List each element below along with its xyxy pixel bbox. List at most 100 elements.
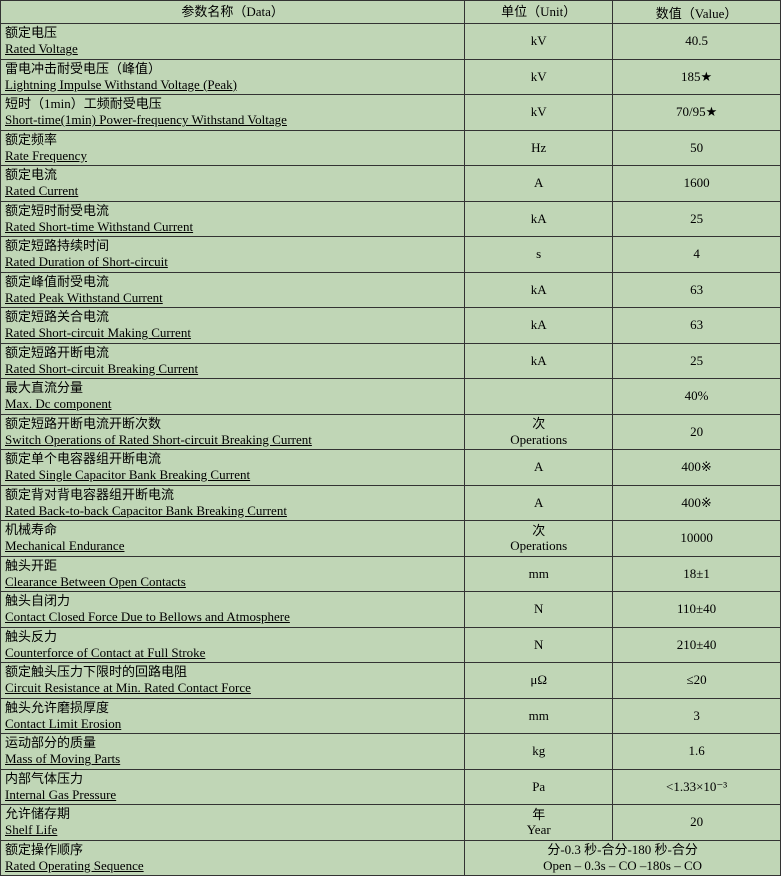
value-cell: 40%: [613, 379, 781, 415]
unit-cell: kg: [465, 734, 613, 770]
unit-cell: N: [465, 592, 613, 628]
param-cell: 额定短时耐受电流Rated Short-time Withstand Curre…: [1, 201, 465, 237]
value-cell: 25: [613, 343, 781, 379]
table-row: 短时（1min）工频耐受电压Short-time(1min) Power-fre…: [1, 95, 781, 131]
value-cell: 20: [613, 414, 781, 450]
unit-cell: [465, 379, 613, 415]
param-cell: 短时（1min）工频耐受电压Short-time(1min) Power-fre…: [1, 95, 465, 131]
value-cell: 110±40: [613, 592, 781, 628]
table-row: 额定短路持续时间Rated Duration of Short-circuits…: [1, 237, 781, 273]
param-cell: 额定短路开断电流开断次数Switch Operations of Rated S…: [1, 414, 465, 450]
value-cell: ≤20: [613, 663, 781, 699]
value-cell: 25: [613, 201, 781, 237]
unit-cell: μΩ: [465, 663, 613, 699]
unit-cell: kV: [465, 24, 613, 60]
value-cell: <1.33×10⁻³: [613, 769, 781, 805]
unit-cell: kA: [465, 272, 613, 308]
param-cn: 触头反力: [5, 629, 460, 645]
param-cell: 内部气体压力Internal Gas Pressure: [1, 769, 465, 805]
unit-cell: A: [465, 450, 613, 486]
param-en: Mass of Moving Parts: [5, 751, 460, 767]
unit-cn: 次: [469, 416, 608, 432]
unit-cell: 次Operations: [465, 414, 613, 450]
table-row: 内部气体压力Internal Gas PressurePa<1.33×10⁻³: [1, 769, 781, 805]
value-cell: 10000: [613, 521, 781, 557]
table-row: 额定触头压力下限时的回路电阻Circuit Resistance at Min.…: [1, 663, 781, 699]
param-cn: 额定短路开断电流开断次数: [5, 416, 460, 432]
param-cell: 机械寿命Mechanical Endurance: [1, 521, 465, 557]
unit-en: Operations: [469, 538, 608, 554]
header-param: 参数名称（Data）: [1, 1, 465, 24]
param-en: Rated Current: [5, 183, 460, 199]
param-cn: 额定短路关合电流: [5, 309, 460, 325]
header-value: 数值（Value）: [613, 1, 781, 24]
unit-cell: kA: [465, 343, 613, 379]
table-row-sequence: 额定操作顺序Rated Operating Sequence分-0.3 秒-合分…: [1, 840, 781, 876]
unit-cell: Hz: [465, 130, 613, 166]
value-cell: 50: [613, 130, 781, 166]
value-cell: 63: [613, 308, 781, 344]
value-cell: 20: [613, 805, 781, 841]
value-cell: 4: [613, 237, 781, 273]
value-cell: 210±40: [613, 627, 781, 663]
param-en: Shelf Life: [5, 822, 460, 838]
param-en: Rate Frequency: [5, 148, 460, 164]
unit-cell: A: [465, 166, 613, 202]
param-cell: 触头允许磨损厚度Contact Limit Erosion: [1, 698, 465, 734]
param-en: Contact Limit Erosion: [5, 716, 460, 732]
param-cell: 额定背对背电容器组开断电流Rated Back-to-back Capacito…: [1, 485, 465, 521]
seq-val-en: Open – 0.3s – CO –180s – CO: [469, 858, 776, 874]
param-en: Rated Back-to-back Capacitor Bank Breaki…: [5, 503, 460, 519]
value-cell: 400※: [613, 485, 781, 521]
table-row: 运动部分的质量Mass of Moving Partskg1.6: [1, 734, 781, 770]
param-cell: 额定操作顺序Rated Operating Sequence: [1, 840, 465, 876]
table-row: 最大直流分量Max. Dc component 40%: [1, 379, 781, 415]
table-row: 机械寿命Mechanical Endurance次Operations 10000: [1, 521, 781, 557]
param-en: Lightning Impulse Withstand Voltage (Pea…: [5, 77, 460, 93]
param-cell: 触头开距Clearance Between Open Contacts: [1, 556, 465, 592]
param-cn: 运动部分的质量: [5, 735, 460, 751]
param-cn: 额定短时耐受电流: [5, 203, 460, 219]
table-row: 触头自闭力Contact Closed Force Due to Bellows…: [1, 592, 781, 628]
seq-val-cn: 分-0.3 秒-合分-180 秒-合分: [469, 842, 776, 858]
param-cell: 运动部分的质量Mass of Moving Parts: [1, 734, 465, 770]
table-row: 额定短时耐受电流Rated Short-time Withstand Curre…: [1, 201, 781, 237]
table-row: 额定电流Rated CurrentA1600: [1, 166, 781, 202]
param-en: Rated Operating Sequence: [5, 858, 460, 874]
value-cell: 63: [613, 272, 781, 308]
param-cn: 额定电流: [5, 167, 460, 183]
param-en: Max. Dc component: [5, 396, 460, 412]
param-cn: 雷电冲击耐受电压（峰值）: [5, 61, 460, 77]
table-row: 允许储存期Shelf Life年Year20: [1, 805, 781, 841]
param-en: Rated Voltage: [5, 41, 460, 57]
param-cn: 额定单个电容器组开断电流: [5, 451, 460, 467]
unit-cell: kV: [465, 95, 613, 131]
table-row: 额定短路开断电流Rated Short-circuit Breaking Cur…: [1, 343, 781, 379]
param-cell: 额定短路关合电流Rated Short-circuit Making Curre…: [1, 308, 465, 344]
param-cell: 额定短路持续时间Rated Duration of Short-circuit: [1, 237, 465, 273]
param-cell: 允许储存期Shelf Life: [1, 805, 465, 841]
param-cell: 额定单个电容器组开断电流Rated Single Capacitor Bank …: [1, 450, 465, 486]
unit-cell: s: [465, 237, 613, 273]
unit-cell: Pa: [465, 769, 613, 805]
param-en: Circuit Resistance at Min. Rated Contact…: [5, 680, 460, 696]
param-cell: 额定频率Rate Frequency: [1, 130, 465, 166]
unit-cell: A: [465, 485, 613, 521]
param-en: Rated Single Capacitor Bank Breaking Cur…: [5, 467, 460, 483]
param-cn: 触头开距: [5, 558, 460, 574]
value-cell: 3: [613, 698, 781, 734]
param-cn: 额定触头压力下限时的回路电阻: [5, 664, 460, 680]
spec-table: 参数名称（Data） 单位（Unit） 数值（Value） 额定电压Rated …: [0, 0, 781, 876]
table-row: 额定短路开断电流开断次数Switch Operations of Rated S…: [1, 414, 781, 450]
param-en: Counterforce of Contact at Full Stroke: [5, 645, 460, 661]
param-en: Rated Duration of Short-circuit: [5, 254, 460, 270]
unit-cell: mm: [465, 698, 613, 734]
unit-en: Operations: [469, 432, 608, 448]
param-cell: 最大直流分量Max. Dc component: [1, 379, 465, 415]
table-row: 额定短路关合电流Rated Short-circuit Making Curre…: [1, 308, 781, 344]
param-cn: 额定操作顺序: [5, 842, 460, 858]
unit-cell: mm: [465, 556, 613, 592]
unit-cn: 次: [469, 523, 608, 539]
param-cell: 额定电流Rated Current: [1, 166, 465, 202]
param-cn: 额定峰值耐受电流: [5, 274, 460, 290]
